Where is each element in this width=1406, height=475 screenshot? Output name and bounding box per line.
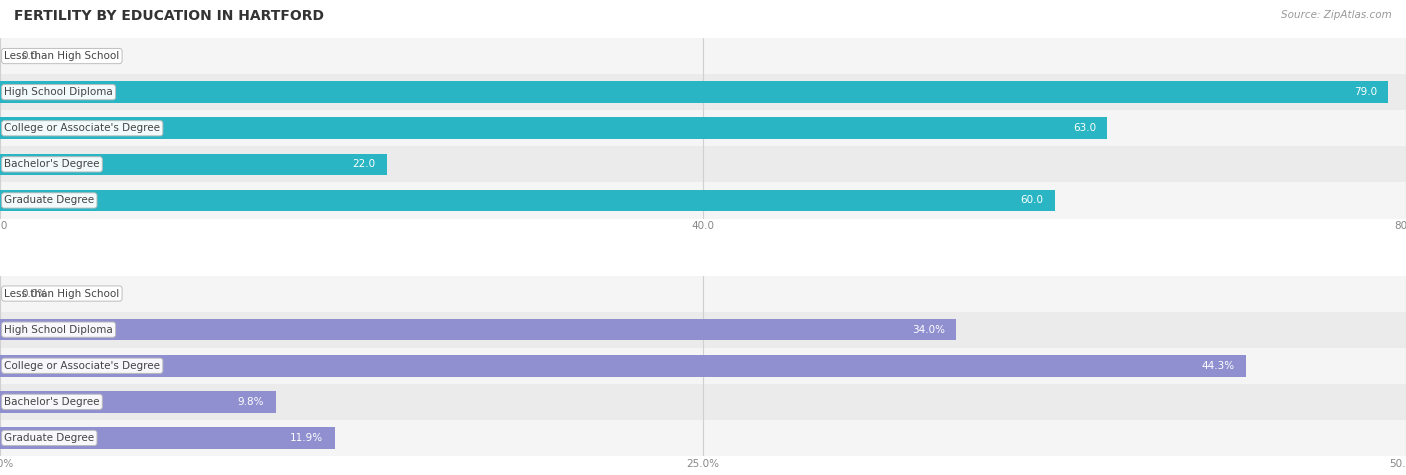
Text: High School Diploma: High School Diploma <box>4 87 112 97</box>
FancyBboxPatch shape <box>0 110 1406 146</box>
FancyBboxPatch shape <box>0 384 1406 420</box>
Bar <box>0 355 1246 377</box>
Text: College or Associate's Degree: College or Associate's Degree <box>4 361 160 371</box>
Bar <box>0 153 387 175</box>
FancyBboxPatch shape <box>0 74 1406 110</box>
Bar <box>0 117 1108 139</box>
Text: 60.0: 60.0 <box>1021 195 1043 206</box>
Text: Source: ZipAtlas.com: Source: ZipAtlas.com <box>1281 10 1392 19</box>
FancyBboxPatch shape <box>0 348 1406 384</box>
FancyBboxPatch shape <box>0 276 1406 312</box>
FancyBboxPatch shape <box>0 146 1406 182</box>
Text: Bachelor's Degree: Bachelor's Degree <box>4 397 100 407</box>
Bar <box>0 391 276 413</box>
Text: 11.9%: 11.9% <box>290 433 323 443</box>
Text: Less than High School: Less than High School <box>4 51 120 61</box>
Text: Graduate Degree: Graduate Degree <box>4 433 94 443</box>
Bar <box>0 427 335 449</box>
FancyBboxPatch shape <box>0 182 1406 218</box>
Text: 34.0%: 34.0% <box>912 324 945 335</box>
Text: Graduate Degree: Graduate Degree <box>4 195 94 206</box>
Text: Less than High School: Less than High School <box>4 288 120 299</box>
FancyBboxPatch shape <box>0 312 1406 348</box>
Text: 22.0: 22.0 <box>353 159 375 170</box>
Text: 0.0: 0.0 <box>21 51 38 61</box>
Bar <box>0 319 956 341</box>
Text: 79.0: 79.0 <box>1354 87 1376 97</box>
Text: 0.0%: 0.0% <box>21 288 48 299</box>
Bar <box>0 190 1054 211</box>
Text: FERTILITY BY EDUCATION IN HARTFORD: FERTILITY BY EDUCATION IN HARTFORD <box>14 10 323 23</box>
Text: 63.0: 63.0 <box>1073 123 1097 133</box>
Text: College or Associate's Degree: College or Associate's Degree <box>4 123 160 133</box>
Text: Bachelor's Degree: Bachelor's Degree <box>4 159 100 170</box>
FancyBboxPatch shape <box>0 38 1406 74</box>
Text: 9.8%: 9.8% <box>238 397 264 407</box>
Text: 44.3%: 44.3% <box>1201 361 1234 371</box>
Text: High School Diploma: High School Diploma <box>4 324 112 335</box>
FancyBboxPatch shape <box>0 420 1406 456</box>
Bar <box>0 81 1389 103</box>
